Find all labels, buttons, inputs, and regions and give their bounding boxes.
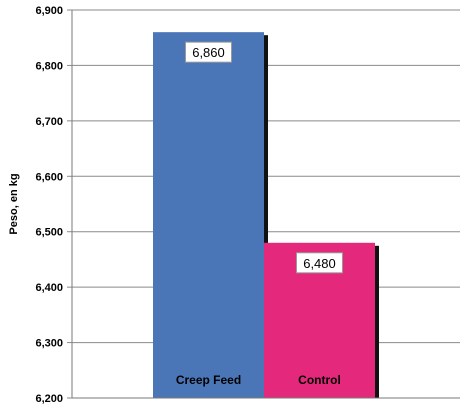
- y-tick-label: 6,700: [35, 116, 63, 128]
- bar-shadow: [264, 35, 268, 399]
- y-tick-label: 6,500: [35, 227, 63, 239]
- y-tick-label: 6,300: [35, 338, 63, 350]
- data-label-box: [185, 41, 232, 63]
- y-tick-label: 6,900: [35, 5, 63, 17]
- bar-creep-feed: [153, 32, 264, 399]
- data-label: 6,480: [303, 256, 336, 271]
- bars: 6,860 Creep Feed 6,480 Control: [153, 32, 379, 399]
- y-tick-label: 6,400: [35, 282, 63, 294]
- category-label: Control: [298, 373, 341, 387]
- data-label: 6,860: [192, 45, 225, 60]
- category-label: Creep Feed: [176, 373, 241, 387]
- y-tick-label: 6,800: [35, 60, 63, 72]
- bar-shadow: [375, 245, 379, 398]
- axes: [71, 10, 460, 399]
- data-label-box: [296, 252, 343, 274]
- y-tick-label: 6,200: [35, 393, 63, 405]
- y-axis-label: Peso, en kg: [8, 173, 20, 234]
- y-tick-label: 6,600: [35, 171, 63, 183]
- y-tick-labels: 6,200 6,300 6,400 6,500 6,600 6,700 6,800 6,900: [35, 5, 63, 405]
